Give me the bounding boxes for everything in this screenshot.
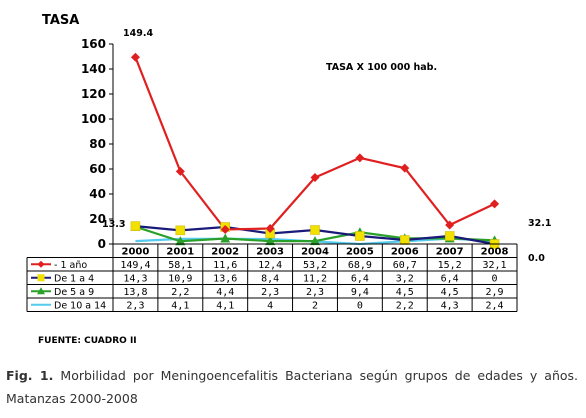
legend-marker bbox=[37, 274, 45, 282]
data-label: 53,2 bbox=[303, 260, 327, 271]
data-label: 4,1 bbox=[216, 300, 234, 311]
x-tick-label: 2006 bbox=[391, 247, 419, 258]
data-label: 11,6 bbox=[213, 260, 237, 271]
data-label: 14,3 bbox=[123, 273, 147, 284]
data-label: 2,3 bbox=[261, 287, 279, 298]
data-label: 68,9 bbox=[348, 260, 372, 271]
data-point bbox=[175, 236, 186, 246]
data-label: 8,4 bbox=[261, 273, 279, 284]
x-tick-label: 2005 bbox=[346, 247, 374, 258]
y-tick-label: 60 bbox=[89, 162, 106, 176]
data-point bbox=[355, 231, 365, 241]
rate-note: TASA X 100 000 hab. bbox=[326, 62, 437, 73]
data-label: 4,4 bbox=[216, 287, 234, 298]
annotation: 0.0 bbox=[528, 253, 545, 264]
data-point bbox=[400, 163, 410, 173]
x-tick-label: 2004 bbox=[301, 247, 329, 258]
data-point bbox=[400, 235, 410, 245]
data-point bbox=[265, 236, 276, 246]
data-label: 11,2 bbox=[303, 273, 327, 284]
y-tick-label: 40 bbox=[89, 187, 106, 201]
data-label: 2,2 bbox=[171, 287, 189, 298]
data-label: 58,1 bbox=[168, 260, 192, 271]
data-point bbox=[220, 225, 230, 234]
caption-label: Fig. 1. bbox=[6, 368, 54, 383]
data-label: 2 bbox=[312, 300, 318, 311]
legend-label: De 5 a 9 bbox=[54, 287, 94, 298]
y-tick-label: 120 bbox=[81, 87, 106, 101]
y-tick-label: 160 bbox=[81, 37, 106, 51]
data-point bbox=[444, 231, 455, 241]
data-point bbox=[175, 166, 185, 176]
caption-text: Morbilidad por Meningoencefalitis Bacter… bbox=[6, 368, 578, 406]
figure-caption: Fig. 1. Morbilidad por Meningoencefaliti… bbox=[6, 364, 578, 410]
x-tick-label: 2002 bbox=[211, 247, 239, 258]
data-point bbox=[355, 153, 365, 163]
data-label: 12,4 bbox=[258, 260, 282, 271]
data-label: 6,4 bbox=[441, 273, 459, 284]
y-tick-label: 100 bbox=[81, 112, 106, 126]
data-label: 4,1 bbox=[171, 300, 189, 311]
data-point bbox=[130, 221, 141, 231]
data-point bbox=[130, 52, 140, 62]
data-label: 3,2 bbox=[396, 273, 414, 284]
data-label: 4 bbox=[267, 300, 273, 311]
annotation: 13.3 bbox=[102, 219, 125, 230]
legend-label: De 10 a 14 bbox=[54, 300, 106, 311]
x-tick-label: 2007 bbox=[436, 247, 464, 258]
x-tick-label: 2008 bbox=[481, 247, 509, 258]
data-label: 0 bbox=[357, 300, 363, 311]
annotation: 32.1 bbox=[528, 218, 551, 229]
x-tick-label: 2001 bbox=[166, 247, 194, 258]
data-label: 4,5 bbox=[441, 287, 459, 298]
chart: TASA TASA X 100 000 hab. 020406080100120… bbox=[26, 13, 551, 346]
legend-label: - 1 año bbox=[54, 260, 87, 271]
data-label: 9,4 bbox=[351, 287, 369, 298]
annotation: 149.4 bbox=[123, 28, 153, 39]
data-point bbox=[310, 173, 320, 182]
data-point bbox=[310, 236, 320, 246]
data-label: 4,3 bbox=[441, 300, 459, 311]
data-label: 15,2 bbox=[438, 260, 462, 271]
legend-marker bbox=[37, 260, 45, 268]
y-axis-label: TASA bbox=[42, 13, 79, 28]
data-point bbox=[490, 199, 500, 209]
data-label: 10,9 bbox=[168, 273, 192, 284]
data-label: 0 bbox=[492, 273, 498, 284]
y-tick-label: 140 bbox=[81, 62, 106, 76]
legend-marker bbox=[37, 287, 45, 295]
data-label: 2,9 bbox=[486, 287, 504, 298]
data-label: 2,2 bbox=[396, 300, 414, 311]
data-point bbox=[220, 233, 231, 243]
data-label: 13,8 bbox=[123, 287, 147, 298]
data-label: 13,6 bbox=[213, 273, 237, 284]
legend-label: De 1 a 4 bbox=[54, 273, 94, 284]
data-point bbox=[310, 225, 320, 235]
series-line bbox=[134, 56, 496, 231]
x-tick-label: 2003 bbox=[256, 247, 284, 258]
data-point bbox=[265, 224, 275, 233]
data-label: 2,4 bbox=[486, 300, 504, 311]
data-point bbox=[175, 225, 186, 236]
data-label: 149,4 bbox=[120, 260, 150, 271]
data-label: 2,3 bbox=[126, 300, 144, 311]
y-tick-label: 80 bbox=[89, 137, 106, 151]
y-tick-label: 20 bbox=[89, 212, 106, 226]
data-label: 6,4 bbox=[351, 273, 369, 284]
data-label: 2,3 bbox=[306, 287, 324, 298]
data-label: 4,5 bbox=[396, 287, 414, 298]
x-tick-label: 2000 bbox=[122, 247, 150, 258]
y-tick-label: 0 bbox=[98, 237, 106, 251]
data-label: 32,1 bbox=[483, 260, 507, 271]
data-point bbox=[445, 220, 455, 230]
data-label: 60,7 bbox=[393, 260, 417, 271]
source-note: FUENTE: CUADRO II bbox=[38, 336, 137, 346]
